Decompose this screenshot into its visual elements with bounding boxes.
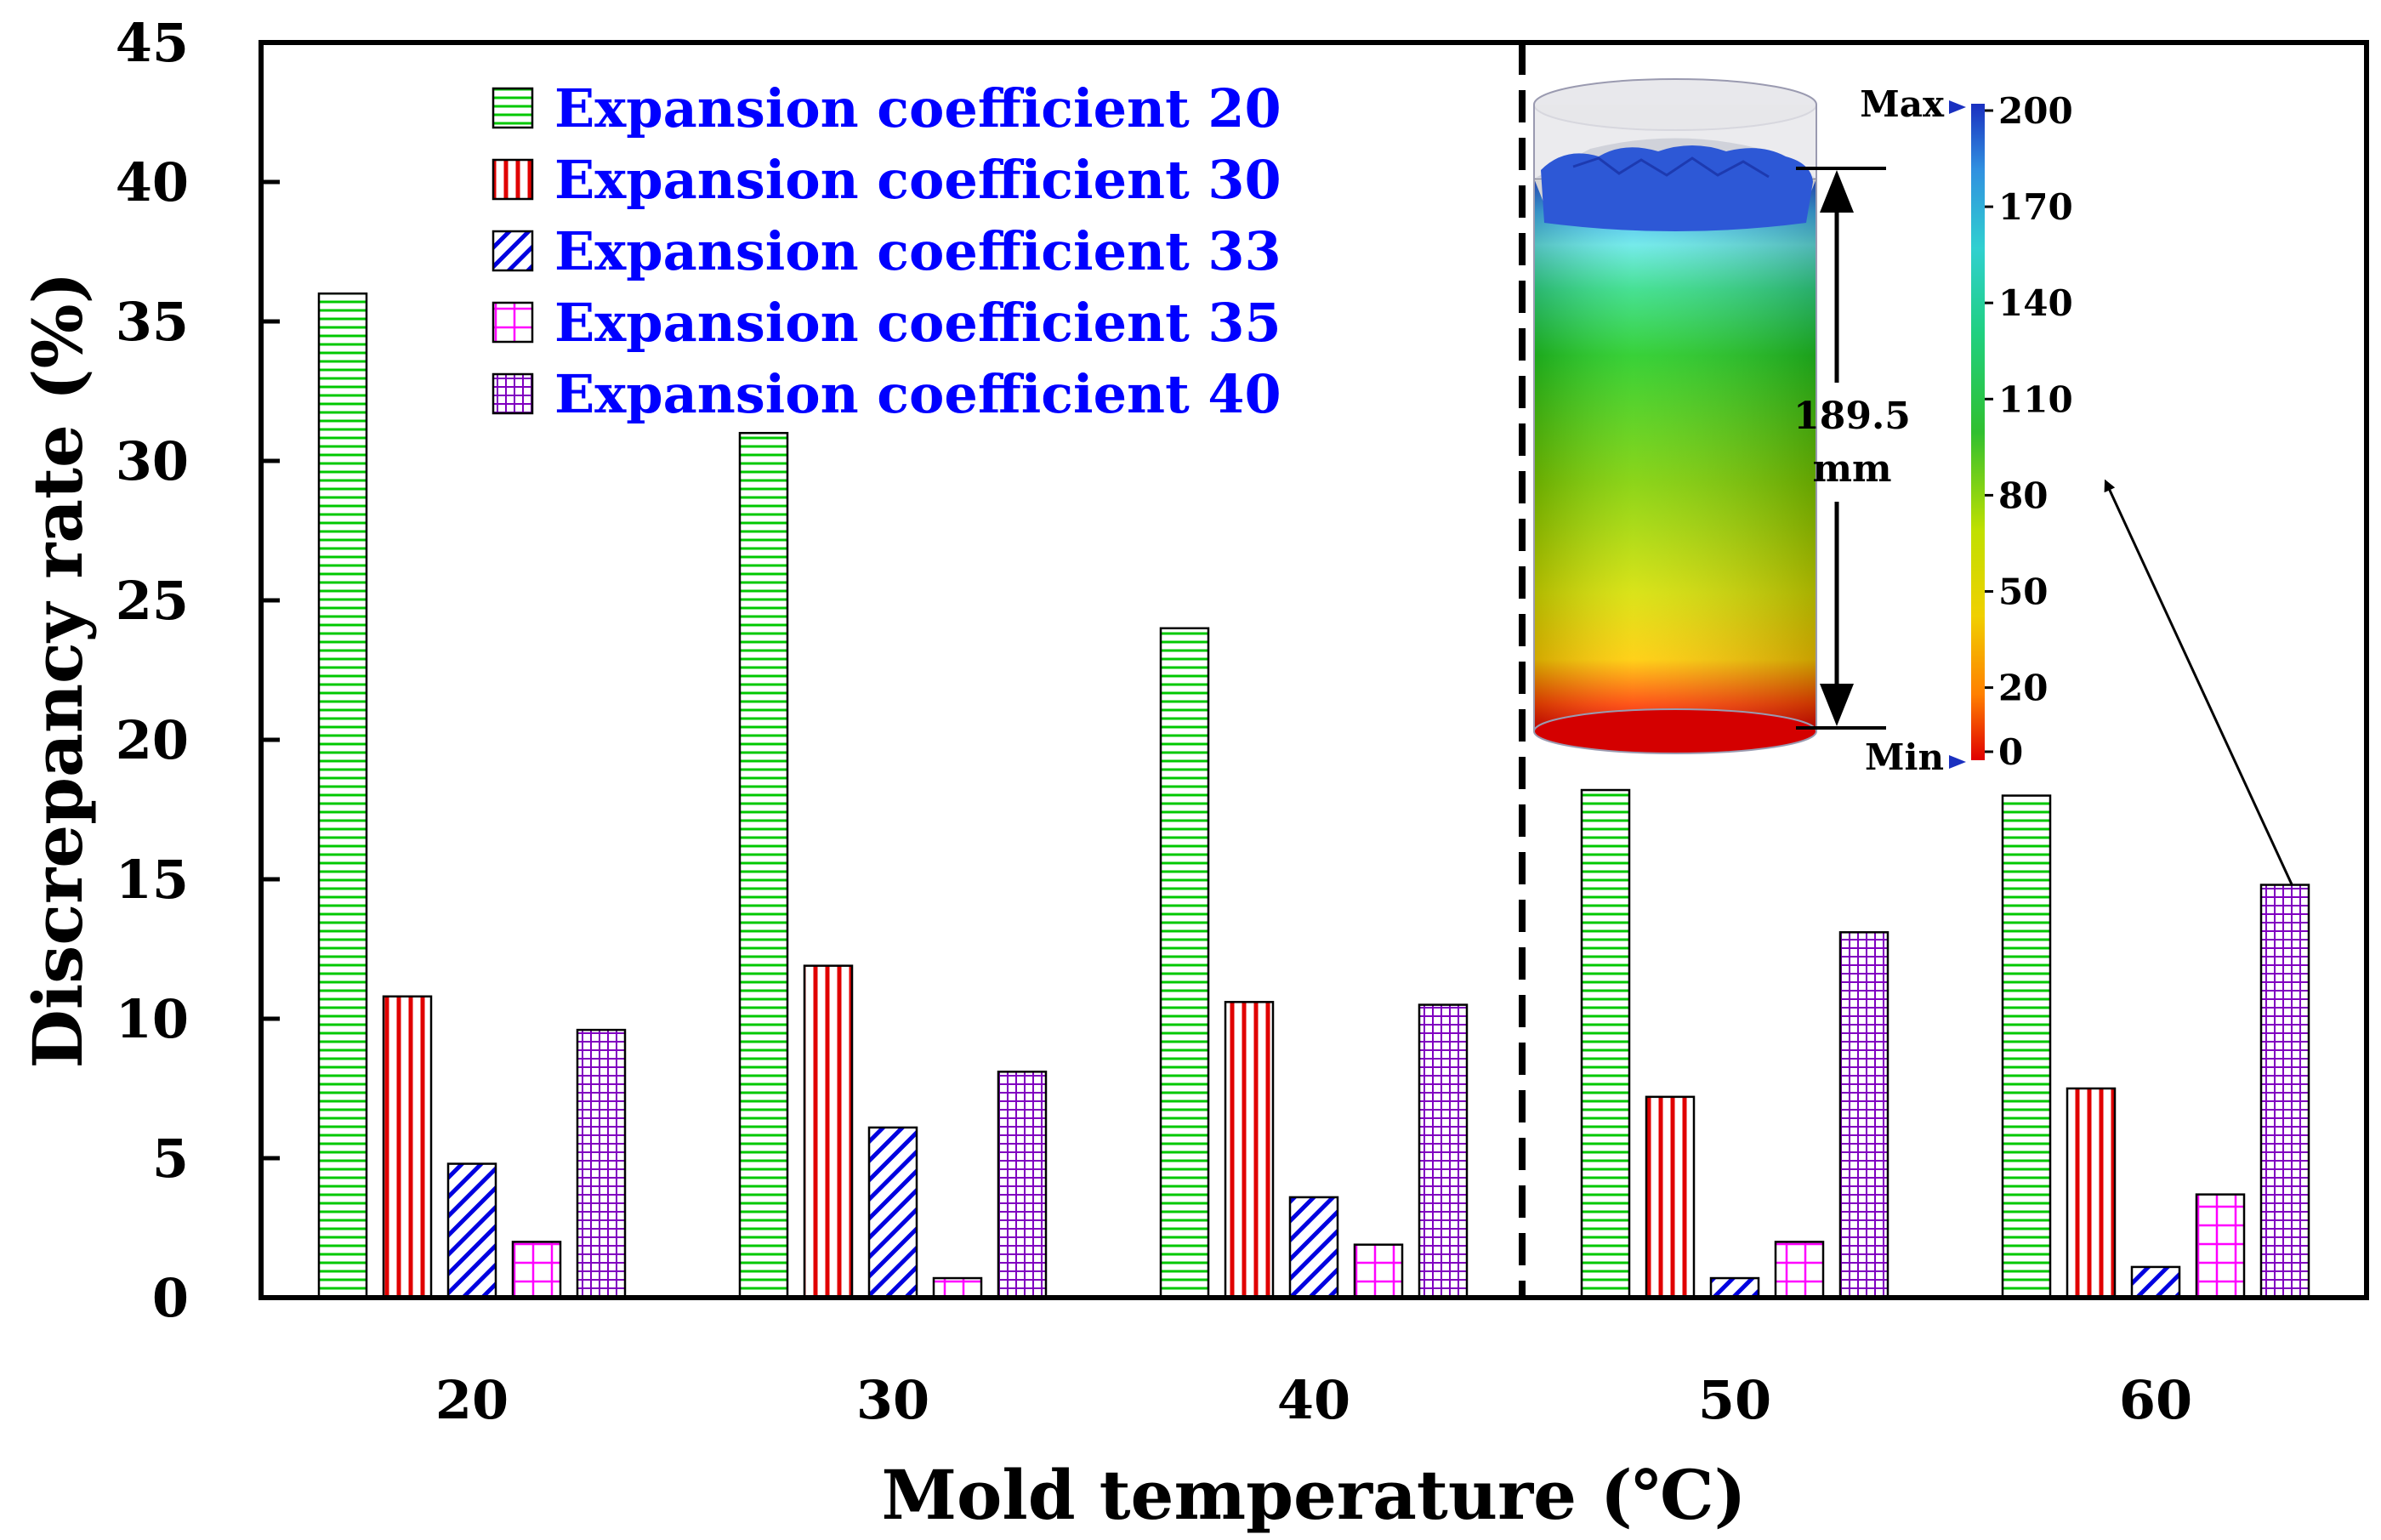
colorbar: Max Min 0 20 50 80 110 140 170 200 bbox=[1860, 83, 2072, 778]
legend-label: Expansion coefficient 33 bbox=[554, 220, 1281, 282]
y-tick-label: 45 bbox=[116, 12, 189, 74]
bar-60-series-4 bbox=[2195, 1193, 2246, 1299]
x-tick-label: 60 bbox=[2119, 1369, 2192, 1431]
bar-40-series-5 bbox=[1418, 1003, 1469, 1299]
bar-50-series-3 bbox=[1709, 1276, 1760, 1299]
legend-swatch bbox=[492, 372, 534, 415]
x-tick-label: 20 bbox=[435, 1369, 509, 1431]
y-tick-label: 20 bbox=[116, 709, 189, 771]
inset-simulation: 189.5 mm Max Min 0 20 50 80 110 140 170 200 bbox=[1533, 78, 2293, 885]
colorbar-tick-label: 50 bbox=[1998, 571, 2048, 613]
colorbar-tick-label: 140 bbox=[1998, 282, 2073, 324]
dimension-marker: 189.5 mm bbox=[1793, 167, 1911, 730]
plot-frame bbox=[259, 40, 2369, 1300]
y-tick-label: 10 bbox=[116, 988, 189, 1050]
bar-20-series-3 bbox=[446, 1162, 497, 1299]
bar-20-series-1 bbox=[317, 292, 368, 1299]
inset-pointer-arrow bbox=[2104, 479, 2293, 885]
bar-60-series-2 bbox=[2066, 1087, 2117, 1299]
bar-60-series-3 bbox=[2130, 1265, 2181, 1299]
bar-30-series-5 bbox=[997, 1071, 1048, 1299]
cylinder-model bbox=[1533, 78, 1817, 754]
y-tick-label: 40 bbox=[116, 151, 189, 213]
x-tick-label: 30 bbox=[856, 1369, 929, 1431]
dimension-unit: mm bbox=[1812, 447, 1891, 491]
bars-layer bbox=[317, 292, 2310, 1299]
bar-30-series-4 bbox=[932, 1276, 983, 1299]
bar-20-series-4 bbox=[511, 1241, 562, 1299]
colorbar-tick-label: 20 bbox=[1998, 668, 2048, 709]
colorbar-tick-label: 0 bbox=[1998, 731, 2023, 773]
bar-50-series-1 bbox=[1580, 788, 1631, 1299]
y-tick-label: 35 bbox=[116, 291, 189, 353]
x-tick-label: 50 bbox=[1698, 1369, 1771, 1431]
colorbar-tick-label: 170 bbox=[1998, 186, 2073, 228]
y-tick-label: 15 bbox=[116, 849, 189, 911]
dimension-value: 189.5 bbox=[1793, 395, 1911, 438]
bar-30-series-1 bbox=[738, 431, 789, 1299]
bar-40-series-1 bbox=[1159, 627, 1210, 1299]
legend-label: Expansion coefficient 40 bbox=[554, 363, 1281, 425]
bar-60-series-5 bbox=[2259, 884, 2310, 1299]
y-tick-label: 25 bbox=[116, 570, 189, 632]
x-tick-label: 40 bbox=[1277, 1369, 1350, 1431]
bar-30-series-2 bbox=[803, 964, 854, 1299]
colorbar-tick-label: 110 bbox=[1998, 378, 2073, 420]
legend-swatch bbox=[492, 230, 534, 272]
bar-50-series-5 bbox=[1838, 931, 1889, 1299]
bar-50-series-2 bbox=[1645, 1095, 1696, 1299]
bar-50-series-4 bbox=[1774, 1241, 1825, 1299]
legend: Expansion coefficient 20 Expansion coeffi… bbox=[492, 77, 1281, 425]
x-axis: 20 30 40 50 60 bbox=[435, 1369, 2192, 1431]
y-axis: 0 5 10 15 20 25 30 35 40 45 bbox=[116, 12, 280, 1329]
colorbar-tick-label: 200 bbox=[1998, 90, 2073, 132]
y-axis-title: Discrepancy rate (%) bbox=[18, 272, 98, 1069]
bar-30-series-3 bbox=[867, 1126, 918, 1299]
legend-label: Expansion coefficient 30 bbox=[554, 149, 1281, 211]
legend-swatch bbox=[492, 301, 534, 344]
legend-label: Expansion coefficient 20 bbox=[554, 77, 1281, 139]
colorbar-ticks: 0 20 50 80 110 140 170 200 bbox=[1985, 90, 2073, 773]
legend-label: Expansion coefficient 35 bbox=[554, 292, 1281, 354]
bar-20-series-2 bbox=[382, 995, 433, 1299]
bar-40-series-3 bbox=[1288, 1196, 1339, 1299]
colorbar-max-label: Max bbox=[1860, 83, 1945, 125]
y-tick-label: 5 bbox=[152, 1128, 189, 1190]
colorbar-min-label: Min bbox=[1865, 736, 1944, 778]
bar-40-series-2 bbox=[1224, 1001, 1275, 1299]
x-axis-title: Mold temperature (℃) bbox=[882, 1455, 1747, 1535]
bar-20-series-5 bbox=[576, 1028, 627, 1299]
legend-swatch bbox=[492, 87, 534, 129]
y-tick-label: 0 bbox=[152, 1267, 189, 1329]
legend-swatch bbox=[492, 158, 534, 201]
bar-40-series-4 bbox=[1353, 1243, 1404, 1299]
bar-60-series-1 bbox=[2001, 794, 2052, 1299]
y-tick-label: 30 bbox=[116, 430, 189, 492]
colorbar-tick-label: 80 bbox=[1998, 475, 2048, 516]
